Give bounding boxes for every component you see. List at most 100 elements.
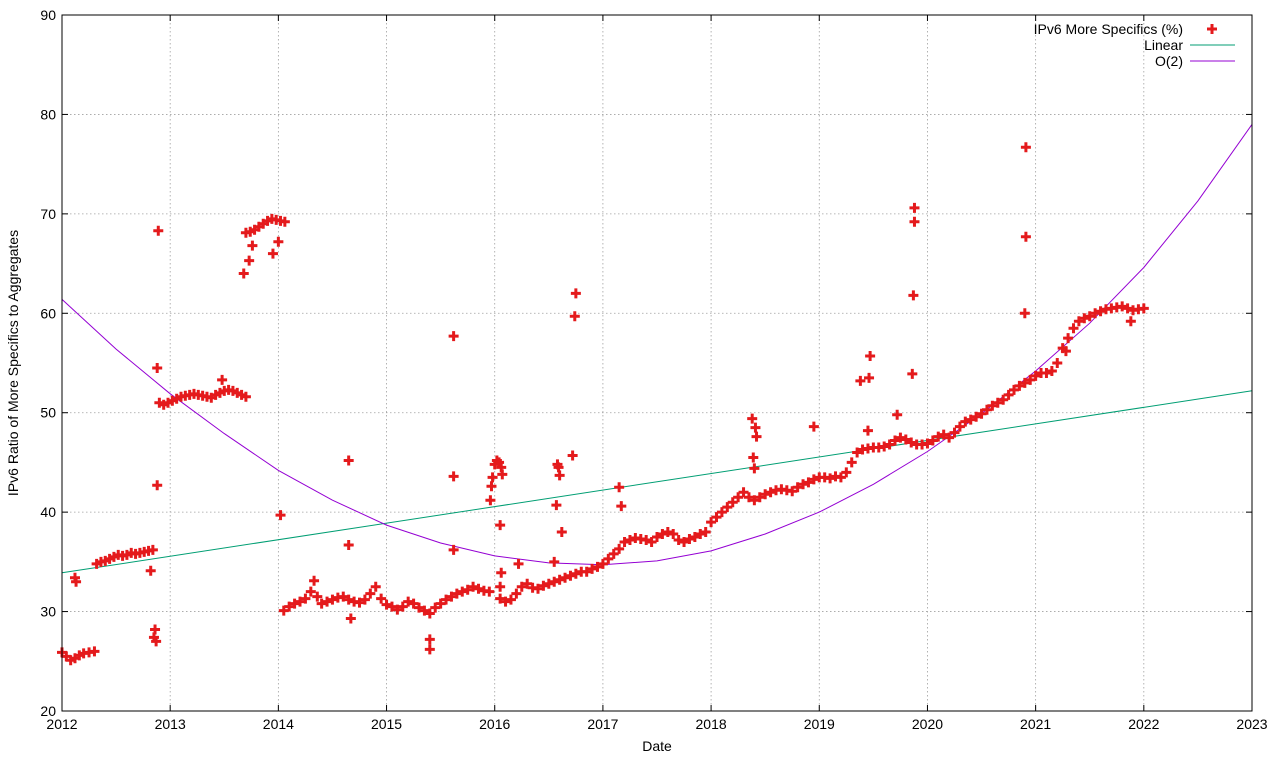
- data-point: [495, 520, 506, 531]
- data-point: [565, 570, 576, 581]
- data-point: [909, 202, 920, 213]
- data-point: [1025, 374, 1036, 385]
- data-point: [900, 434, 911, 445]
- data-point: [343, 594, 354, 605]
- data-point: [151, 636, 162, 647]
- data-point: [468, 581, 479, 592]
- data-point: [560, 572, 571, 583]
- data-point: [1009, 384, 1019, 395]
- data-point: [760, 489, 771, 500]
- y-tick-label: 20: [40, 703, 56, 719]
- x-tick-label: 2023: [1236, 716, 1267, 732]
- data-point: [1125, 316, 1136, 327]
- y-tick-label: 40: [40, 504, 56, 520]
- data-point: [424, 644, 435, 655]
- data-point: [1117, 301, 1128, 312]
- data-point: [862, 425, 873, 436]
- data-point: [1090, 308, 1101, 319]
- data-point: [386, 601, 397, 612]
- data-point: [496, 567, 507, 578]
- data-point: [448, 331, 459, 342]
- data-point: [359, 594, 370, 605]
- data-point: [750, 422, 761, 433]
- data-point: [733, 492, 744, 503]
- data-point: [652, 532, 662, 542]
- data-point: [619, 536, 630, 547]
- data-point: [430, 602, 441, 613]
- data-point: [987, 400, 998, 411]
- data-point: [841, 467, 852, 478]
- data-point: [549, 556, 560, 567]
- data-point: [608, 548, 619, 559]
- data-point: [673, 534, 684, 545]
- data-point: [722, 502, 733, 513]
- data-point: [597, 558, 608, 569]
- data-point: [487, 472, 498, 483]
- data-point: [603, 553, 614, 564]
- data-point: [846, 457, 857, 468]
- data-point: [441, 594, 452, 605]
- data-point: [554, 574, 565, 585]
- y-tick-label: 60: [40, 305, 56, 321]
- data-point: [825, 473, 836, 484]
- data-point: [397, 601, 408, 612]
- data-point: [238, 268, 249, 279]
- data-point: [247, 240, 258, 251]
- data-point: [954, 421, 965, 432]
- data-point: [798, 479, 809, 490]
- data-point: [495, 593, 506, 604]
- data-point: [706, 517, 717, 528]
- data-point: [240, 391, 251, 402]
- data-point: [1079, 313, 1090, 324]
- x-axis-ticks: 2012 2013 2014 2015 2016 2017 2018 2019 2020 2021…: [46, 15, 1268, 732]
- data-point: [569, 311, 580, 322]
- x-tick-label: 2022: [1128, 716, 1159, 732]
- data-point: [765, 487, 776, 498]
- data-point: [700, 527, 711, 538]
- data-point: [284, 601, 295, 612]
- data-point: [289, 598, 300, 609]
- data-point: [1122, 303, 1133, 314]
- data-point: [567, 450, 578, 461]
- data-point: [300, 593, 311, 604]
- x-tick-label: 2019: [804, 716, 835, 732]
- data-point: [312, 591, 323, 602]
- y-tick-label: 50: [40, 405, 56, 421]
- data-point: [551, 500, 562, 511]
- grid: [62, 15, 1252, 711]
- data-point: [679, 536, 690, 547]
- data-point: [895, 432, 906, 443]
- data-point: [511, 588, 522, 599]
- data-point: [419, 605, 430, 616]
- data-point: [505, 594, 516, 605]
- data-point: [592, 561, 603, 572]
- data-point: [403, 596, 414, 607]
- data-point: [695, 529, 706, 540]
- data-point: [495, 581, 506, 592]
- data-point: [473, 583, 484, 594]
- data-point: [855, 375, 866, 386]
- data-point: [1063, 333, 1074, 344]
- data-point: [543, 578, 554, 589]
- y-axis-label: IPv6 Ratio of More Specifics to Aggregat…: [5, 230, 21, 496]
- data-point: [217, 374, 228, 385]
- data-point: [309, 575, 320, 586]
- series-lines: [61, 124, 1253, 574]
- data-point: [907, 368, 918, 379]
- data-point: [835, 472, 846, 483]
- data-point: [992, 397, 1003, 408]
- data-point: [971, 411, 982, 422]
- data-point: [152, 362, 163, 373]
- plot-border: [61, 14, 1253, 712]
- data-point: [852, 447, 863, 458]
- y-tick-label: 80: [40, 106, 56, 122]
- data-point: [145, 565, 156, 576]
- data-point: [414, 602, 424, 613]
- data-point: [587, 563, 598, 574]
- data-point: [1138, 303, 1149, 314]
- legend-label: IPv6 More Specifics (%): [1034, 21, 1183, 37]
- data-point: [538, 580, 549, 591]
- data-point: [343, 455, 354, 466]
- data-point: [906, 437, 917, 448]
- data-point: [516, 581, 527, 592]
